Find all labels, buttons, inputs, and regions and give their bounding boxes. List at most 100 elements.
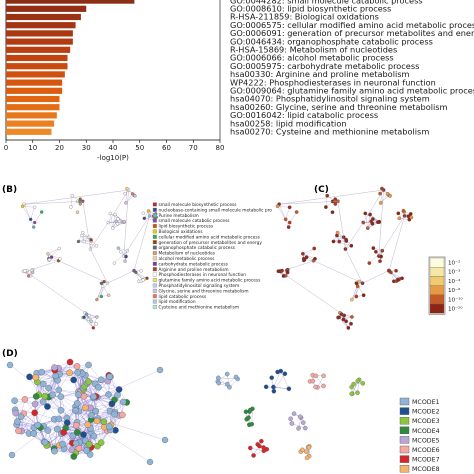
legend-swatch-b-20: [152, 305, 157, 309]
net-c-link: [337, 201, 346, 250]
legend-swatch-b-17: [152, 288, 157, 293]
legend-label-d-5: MCODE5: [412, 437, 440, 444]
net-c-link: [280, 260, 314, 272]
legend-swatch-b-11: [152, 256, 157, 261]
net-c-edge: [380, 193, 388, 204]
legend-label-b-5: lipid biosynthetic process: [159, 224, 214, 230]
net-c-node: [294, 210, 299, 214]
net-b-edge: [93, 316, 98, 328]
x-tick-label-6: 60: [162, 144, 171, 152]
colorbar-swatch-5: [429, 294, 445, 305]
mcode-cluster-node: [360, 381, 366, 386]
net-b-node: [100, 284, 105, 288]
net-d-node: [34, 421, 41, 429]
net-b-edge: [83, 317, 94, 328]
net-b-edge: [135, 272, 143, 280]
net-b-edge: [112, 214, 116, 229]
legend-label-b-20: Cysteine and methionine metabolism: [159, 305, 240, 311]
net-c-node: [325, 193, 330, 198]
mcode-cluster-node: [303, 425, 308, 431]
bar-9: [6, 63, 68, 70]
legend-label-d-1: MCODE1: [412, 399, 440, 406]
term-label-8: GO:0006066: alcohol metabolic process: [230, 53, 394, 63]
legend-label-b-7: cellular modified amino acid metabolic p…: [159, 234, 261, 240]
net-d-node: [70, 376, 77, 384]
net-b-node: [113, 212, 117, 217]
x-tick-label-3: 30: [82, 144, 91, 152]
net-d-node: [97, 439, 105, 446]
legend-label-b-12: carbohydrate metabolic process: [159, 261, 229, 267]
panel-label-d: (D): [2, 349, 18, 359]
net-b-node: [95, 297, 99, 302]
mcode-cluster-edge: [291, 423, 306, 429]
net-d-edge: [69, 369, 161, 411]
net-b-link: [25, 271, 90, 316]
bar-17: [6, 128, 52, 135]
mcode-cluster-node: [301, 420, 306, 425]
net-b-edge: [125, 193, 133, 204]
net-d-node: [88, 412, 95, 419]
net-b-link: [108, 189, 129, 223]
net-b-node: [130, 192, 135, 196]
mcode-cluster-edge: [273, 386, 289, 389]
bar-16: [6, 120, 55, 127]
net-b-node: [58, 257, 62, 261]
net-d-edge: [11, 409, 71, 456]
net-c-node: [350, 315, 354, 319]
mcode-cluster-node: [300, 447, 305, 453]
net-d-edge: [34, 396, 49, 413]
net-b-node: [99, 294, 103, 299]
net-c-node: [378, 201, 383, 205]
mcode-cluster-node: [349, 391, 354, 397]
net-c-edge: [285, 207, 290, 220]
net-c-edge: [369, 250, 383, 264]
mcode-cluster-node: [243, 409, 249, 414]
legend-label-b-10: Metabolism of nucleotides: [159, 251, 216, 257]
net-d-edge: [90, 403, 112, 409]
term-label-9: GO:0005975: carbohydrate metabolic proce…: [230, 61, 419, 71]
net-d-node: [105, 391, 112, 398]
bar-1: [6, 0, 135, 4]
net-d-edge: [91, 411, 111, 420]
net-d-edge: [90, 394, 109, 409]
mcode-cluster-node: [355, 378, 361, 384]
mcode-cluster-node: [216, 380, 222, 386]
net-c-link: [388, 215, 405, 271]
bar-chart-panel: GO:0044282: small molecule catabolic pro…: [4, 0, 474, 162]
mcode-cluster-node: [351, 381, 356, 387]
net-d-node: [32, 374, 39, 381]
net-d-node: [84, 421, 92, 428]
net-d-node: [73, 422, 80, 429]
mcode-cluster-node: [313, 384, 318, 390]
net-d-node: [11, 397, 18, 404]
net-d-node: [15, 427, 22, 435]
net-b-link: [107, 270, 135, 284]
net-d-node: [66, 358, 74, 366]
net-d-edge: [58, 389, 79, 396]
legend-label-d-3: MCODE3: [412, 418, 440, 425]
legend-label-b-1: small molecule biosynthetic process: [159, 202, 238, 208]
net-d-node: [97, 376, 105, 384]
term-label-16: hsa00258: lipid modification: [230, 118, 347, 128]
net-c-edge: [279, 204, 286, 220]
net-b-node: [91, 326, 95, 330]
net-c-node: [350, 297, 354, 302]
net-b-edge: [101, 286, 103, 297]
net-c-node: [361, 293, 366, 298]
legend-label-d-7: MCODE7: [412, 457, 440, 464]
net-c-edge: [367, 214, 371, 229]
term-label-3: R-HSA-211859: Biological oxidations: [230, 12, 379, 22]
legend-swatch-d-2: [399, 407, 410, 415]
net-b-node: [125, 186, 129, 191]
net-b-node: [84, 312, 89, 316]
net-d-node: [73, 363, 81, 370]
legend-label-b-14: Phosphodiesterases in neuronal function: [159, 272, 247, 278]
legend-swatch-b-7: [152, 234, 157, 239]
net-d-edge: [35, 367, 55, 378]
net-b-node: [134, 270, 138, 275]
mcode-cluster-node: [304, 455, 310, 461]
bar-8: [6, 54, 68, 62]
net-c-node: [335, 230, 340, 235]
net-b-node: [26, 274, 31, 278]
